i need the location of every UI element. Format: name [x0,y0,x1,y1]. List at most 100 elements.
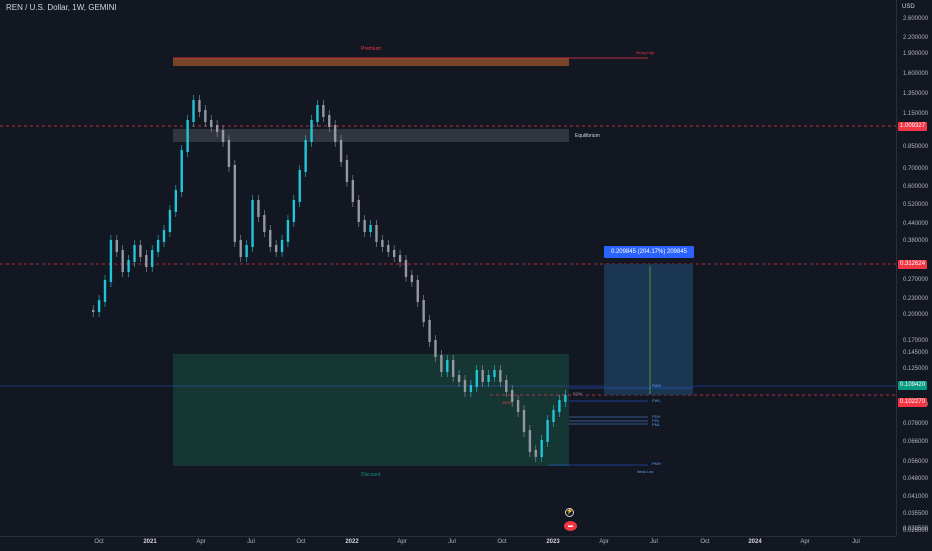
candle-body [233,165,237,242]
candle-body [469,385,473,392]
candle-body [97,300,101,312]
price-tick-label: 0.078000 [903,421,929,427]
premium-zone[interactable] [173,58,569,66]
candle-body [269,230,272,247]
candle-body [422,300,425,322]
time-tick-label: Apr [599,539,609,545]
candle-body [516,400,520,412]
time-axis[interactable] [0,536,896,551]
time-tick-label: Oct [296,539,306,545]
candle-body [257,200,260,217]
candle-body [463,380,467,392]
time-tick-label: Apr [397,539,407,545]
candle-body [510,390,514,402]
candle-body [339,140,343,162]
candle-body [127,260,130,272]
price-tick-label: 0.170000 [903,338,929,344]
price-tick-label: 0.026000 [903,528,929,534]
pml-label: PML [652,422,661,427]
equilibrium-zone[interactable] [173,129,569,142]
candle-body [522,410,526,432]
candle-body [428,320,431,342]
time-tick-label: Jul [247,539,255,545]
candle-body [198,100,201,112]
flag-icon[interactable]: ▬ [564,521,577,531]
candle-body [292,200,296,222]
candle-body [392,250,396,257]
candle-body [121,250,124,272]
time-tick-label: Jul [448,539,456,545]
bos-label: BOS [503,400,512,405]
measure-zone[interactable] [604,264,693,395]
candle-body [139,245,142,257]
discount-zone[interactable] [173,354,569,466]
candle-body [546,420,549,442]
candle-body [162,230,166,242]
price-tick-label: 0.145000 [903,350,929,356]
price-tick-label: 1.350000 [903,91,929,97]
candle-body [245,245,248,257]
candle-body [363,220,366,232]
candle-body [446,360,449,372]
time-tick-label: Oct [94,539,104,545]
price-tick-label: 0.041000 [903,494,929,500]
candle-body [564,395,567,402]
pwl-label: PWL [652,398,661,403]
candle-body [274,245,278,252]
time-tick-label: 2024 [748,539,762,545]
price-tick-label: 0.440000 [903,221,929,227]
price-tick-label: 0.380000 [903,238,929,244]
candle-body [103,280,107,302]
price-tick-label: 0.066000 [903,439,929,445]
candle-body [221,130,225,142]
mid-level-badge[interactable]: 0.312624 [898,260,928,269]
candle-body [457,375,461,382]
candle-body [534,450,537,457]
pdl-label: PDL [652,418,660,423]
candle-body [398,255,402,262]
candle-body [115,240,119,252]
price-tick-label: 2.600000 [903,16,929,22]
lightning-icon[interactable]: ⚡ [565,508,574,517]
candle-body [251,200,254,247]
time-tick-label: Jul [650,539,658,545]
discount-label: Discount [361,472,381,478]
time-tick-label: 2022 [345,539,359,545]
candle-body [451,360,455,377]
candle-body [168,210,172,232]
candle-body [192,100,195,122]
price-tick-label: 0.030500 [903,526,929,532]
equilibrium-label: Equilibrium [575,133,600,139]
currency-label: USD [902,4,915,10]
candle-body [215,125,219,132]
candle-body [298,170,301,202]
candle-body [528,430,532,452]
price-axis[interactable] [896,0,932,536]
price-tick-label: 0.700000 [903,166,929,172]
candle-body [440,355,443,372]
candle-body [345,160,349,182]
lower-level-badge[interactable]: 0.102270 [898,398,928,407]
candle-body [558,400,561,412]
chart-canvas[interactable] [0,0,896,536]
candle-body [210,120,213,127]
price-tick-label: 0.270000 [903,277,929,283]
candle-body [145,255,148,267]
candle-body [375,225,378,242]
candle-body [204,110,207,122]
candle-body [180,150,183,192]
current-price-badge[interactable]: 0.109420 [898,381,928,390]
candle-body [92,310,95,312]
price-tick-label: 2.200000 [903,35,929,41]
price-tick-label: 0.056000 [903,459,929,465]
pdh-label: PDH [652,414,661,419]
candle-body [410,275,414,282]
candles-group [92,95,567,462]
price-tick-label: 0.200000 [903,312,929,318]
upper-level-badge[interactable]: 1.009327 [898,122,928,131]
price-tick-label: 0.600000 [903,184,929,190]
candle-body [151,250,154,267]
candle-body [540,440,543,457]
price-tick-label: 0.125000 [903,366,929,372]
measure-label[interactable]: 0.209845 (204.17%) 209845 [604,246,694,258]
